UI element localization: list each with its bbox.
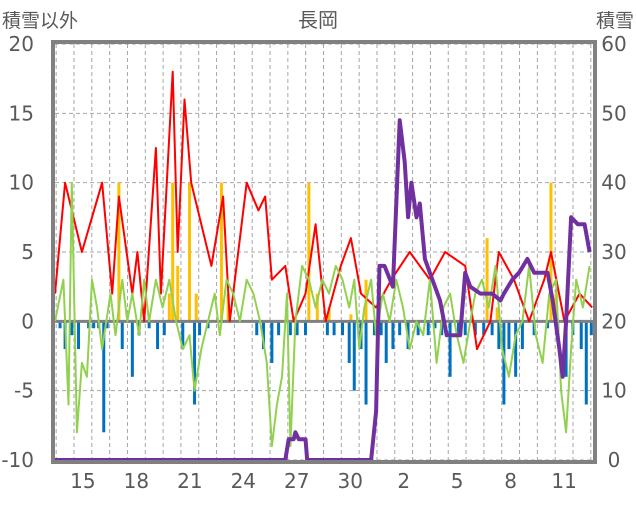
blue-bar <box>502 321 506 405</box>
blue-bar <box>102 321 106 433</box>
right-tick-label: 20 <box>601 309 626 333</box>
x-tick-label: 18 <box>124 469 149 493</box>
blue-bar <box>391 321 395 350</box>
orange-bar <box>315 293 319 322</box>
blue-bar <box>507 321 511 350</box>
blue-bar <box>325 321 329 336</box>
orange-bar <box>495 307 499 322</box>
blue-bar <box>288 321 292 336</box>
blue-bar <box>261 321 265 350</box>
blue-bar <box>295 321 299 336</box>
orange-bar <box>307 182 311 322</box>
x-tick-label: 2 <box>397 469 410 493</box>
blue-bar <box>497 321 501 350</box>
blue-bar <box>384 321 388 363</box>
left-tick-label: 0 <box>21 309 34 333</box>
orange-bar <box>171 182 175 322</box>
blue-bar <box>87 321 91 329</box>
blue-bar <box>162 321 166 336</box>
blue-bar <box>589 321 593 336</box>
blue-bar <box>130 321 134 377</box>
x-tick-label: 24 <box>231 469 256 493</box>
orange-bar <box>188 182 191 322</box>
blue-bar <box>304 321 308 336</box>
chart-title: 長岡 <box>298 8 338 32</box>
orange-bar <box>485 238 489 322</box>
blue-bar <box>120 321 124 350</box>
left-axis-label: 積雪以外 <box>2 10 78 32</box>
left-tick-label: 5 <box>21 240 34 264</box>
blue-bar <box>347 321 351 363</box>
blue-bar <box>332 321 336 336</box>
blue-bar <box>473 321 477 336</box>
right-axis-label: 積雪 <box>596 10 634 32</box>
right-tick-label: 40 <box>601 171 626 195</box>
right-tick-label: 60 <box>601 32 626 56</box>
orange-bar <box>327 307 331 322</box>
right-tick-label: 50 <box>601 101 626 125</box>
blue-bar <box>270 321 274 363</box>
blue-bar <box>77 321 81 350</box>
left-tick-label: 20 <box>9 32 34 56</box>
blue-bar <box>579 321 583 350</box>
right-tick-label: 0 <box>608 448 621 472</box>
x-tick-label: 30 <box>338 469 363 493</box>
orange-bar <box>117 182 121 322</box>
blue-bar <box>546 321 550 329</box>
blue-bar <box>426 321 430 336</box>
blue-bar <box>379 321 383 336</box>
blue-bar <box>448 321 452 377</box>
left-tick-label: 15 <box>9 101 34 125</box>
x-tick-label: 27 <box>284 469 309 493</box>
left-tick-label: -5 <box>14 379 34 403</box>
blue-bar <box>416 321 420 336</box>
left-tick-label: -10 <box>1 448 34 472</box>
x-tick-label: 8 <box>504 469 517 493</box>
blue-bar <box>514 321 518 377</box>
blue-bar <box>92 321 96 329</box>
blue-bar <box>181 321 185 350</box>
x-tick-label: 15 <box>70 469 95 493</box>
blue-bar <box>198 321 202 336</box>
x-tick-label: 21 <box>177 469 202 493</box>
right-tick-label: 30 <box>601 240 626 264</box>
orange-bar <box>349 314 353 322</box>
blue-bar <box>193 321 197 405</box>
blue-bar <box>584 321 588 405</box>
blue-bar <box>520 321 524 350</box>
blue-bar <box>398 321 402 336</box>
blue-bar <box>147 321 151 329</box>
blue-bar <box>255 321 259 336</box>
blue-bar <box>70 321 74 336</box>
blue-bar <box>156 321 160 350</box>
orange-bar <box>219 182 223 322</box>
bars <box>58 182 593 433</box>
gridlines <box>55 43 593 461</box>
blue-bar <box>433 321 437 329</box>
left-tick-label: 10 <box>9 171 34 195</box>
blue-bar <box>463 321 467 336</box>
orange-bar <box>176 265 180 322</box>
orange-bar <box>167 293 171 322</box>
blue-bar <box>105 321 109 329</box>
blue-bar <box>58 321 62 329</box>
orange-bar <box>194 293 198 322</box>
blue-bar <box>490 321 494 336</box>
blue-bar <box>364 321 368 405</box>
blue-bar <box>372 321 376 336</box>
right-tick-label: 10 <box>601 379 626 403</box>
blue-bar <box>482 321 486 336</box>
blue-bar <box>457 321 460 336</box>
blue-bar <box>352 321 356 391</box>
orange-bar <box>554 293 558 322</box>
plot-frame <box>51 40 597 464</box>
blue-bar <box>340 321 344 336</box>
x-tick-label: 5 <box>451 469 464 493</box>
green-line <box>54 181 591 448</box>
x-tick-label: 11 <box>551 469 576 493</box>
blue-bar <box>277 321 281 336</box>
